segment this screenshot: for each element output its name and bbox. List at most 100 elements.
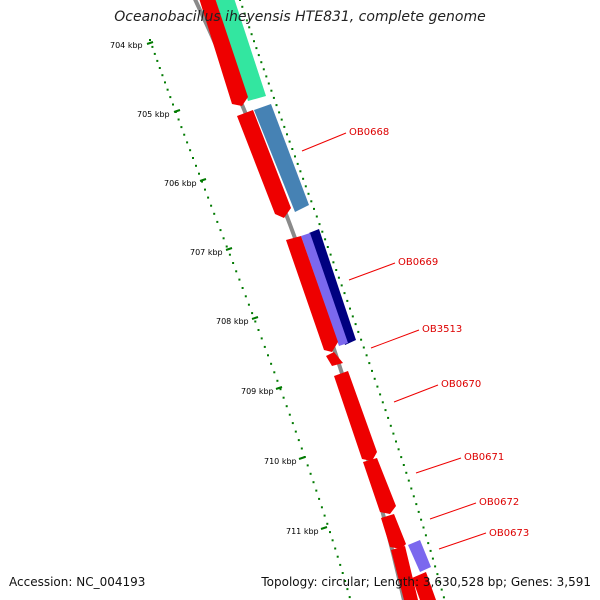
tick-dot [351,315,354,318]
leader-ob0672 [429,502,477,520]
tick-dot [422,526,425,529]
tick-dot [192,157,194,159]
tick-dot [324,238,327,241]
major-tick [146,41,154,45]
gene-label-ob0669: OB0669 [398,257,438,268]
tick-dot [407,479,410,482]
genes [199,0,436,600]
tick-dot [270,89,273,92]
tick-dot [310,200,313,203]
tick-dot [228,253,231,256]
gene-arrow-ob0670 [334,371,377,461]
tick-dot [442,596,445,599]
tick-dot [371,369,373,372]
tick-dot [164,81,166,84]
tick-dot [318,497,321,500]
tick-dot [183,133,186,136]
tick-dot [400,456,403,459]
gene-arrow-red-bottom-2 [412,572,436,600]
tick-dot [166,88,169,91]
tick-dot [332,261,335,264]
tick-dot [257,54,260,57]
tick-dot [280,118,283,121]
tick-dot [440,588,443,591]
tick-dot [276,379,279,382]
tick-dot [255,47,258,50]
tick-dot [241,287,244,289]
tick-dot [238,278,241,281]
tick-dot [323,514,326,517]
kbp-label-708: 708 kbp [216,317,249,326]
tick-dot [278,111,281,114]
gene-arrow-ob3513 [326,352,343,366]
kbp-labels: 704 kbp 705 kbp 706 kbp 707 kbp 708 kbp … [110,41,319,536]
kbp-label-705: 705 kbp [137,110,170,119]
tick-dot [334,547,337,550]
tick-dot [357,330,360,333]
tick-dot [387,416,390,419]
gene-label-ob3513: OB3513 [422,324,462,335]
tick-dot [318,223,321,226]
tick-dot [436,573,439,576]
tick-dot [235,270,238,273]
tick-dot [306,464,309,467]
tick-dot [329,531,331,534]
kbp-label-710: 710 kbp [264,457,297,466]
tick-dot [297,439,300,442]
gene-label-ob0672: OB0672 [479,497,519,508]
tick-dot [158,67,161,69]
kbp-label-709: 709 kbp [241,387,274,396]
leader-ob0668 [301,132,347,152]
tick-dot [204,188,206,191]
tick-dot [360,338,363,341]
tick-dot [417,510,420,513]
tick-dot [337,276,340,279]
tick-dot [410,487,413,490]
tick-dot [339,563,342,566]
tick-dot [354,323,357,326]
inner-tick-track [239,0,445,599]
tick-dot [291,148,294,150]
kbp-label-706: 706 kbp [164,179,197,188]
tick-dot [263,345,266,348]
tick-dot [156,59,159,62]
tick-dot [149,39,151,41]
tick-dot [273,371,276,374]
tick-dot [326,246,329,248]
tick-dot [225,245,228,248]
tick-dot [340,284,343,287]
tick-dot [320,506,323,509]
tick-dot [309,472,312,475]
gene-label-ob0670: OB0670 [441,379,481,390]
tick-dot [313,207,315,210]
leader-ob0670 [393,384,439,403]
tick-dot [180,126,183,129]
tick-dot [381,401,384,404]
tick-dot [349,307,351,310]
tick-dot [207,196,210,199]
tick-dot [294,430,297,433]
tick-dot [434,565,437,568]
major-tick [199,178,207,182]
tick-dot [201,180,203,183]
tick-dot [424,534,427,537]
tick-dot [270,362,273,365]
tick-dot [222,237,225,240]
genome-stats-label: Topology: circular; Length: 3,630,528 bp… [261,575,591,589]
leader-ob0673 [438,532,487,550]
tick-dot [219,229,222,232]
tick-dot [253,40,255,43]
tick-dot [286,133,288,136]
tick-dot [376,385,379,388]
gene-label-ob0673: OB0673 [489,528,529,539]
tick-dot [344,580,347,582]
tick-dot [250,33,253,36]
tick-dot [282,396,285,399]
tick-dot [368,362,371,365]
tick-dot [244,295,247,298]
leader-ob3513 [370,329,420,349]
tick-dot [251,312,254,315]
major-tick [173,109,181,113]
